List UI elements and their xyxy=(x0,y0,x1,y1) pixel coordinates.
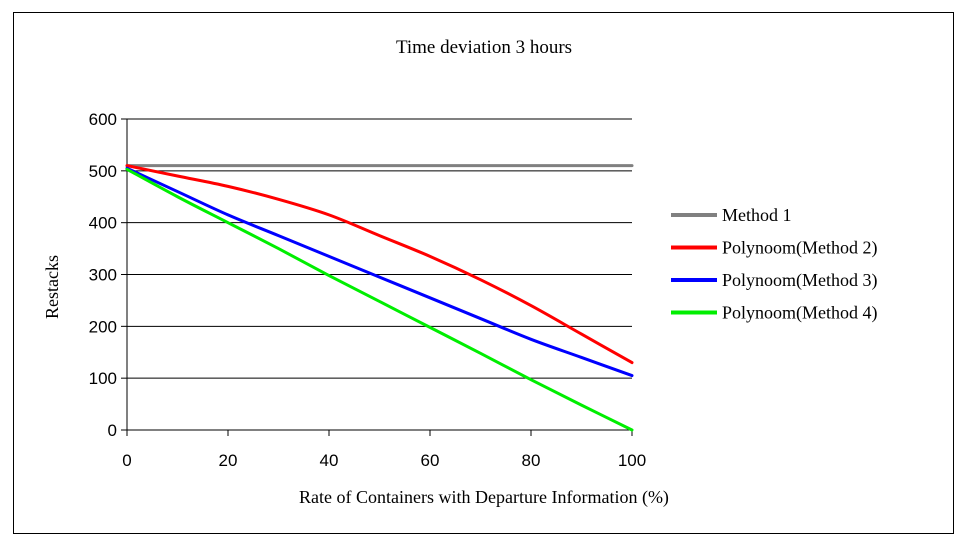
chart-title: Time deviation 3 hours xyxy=(396,37,572,58)
legend-label-2: Polynoom(Method 2) xyxy=(722,238,878,259)
y-tick-label: 100 xyxy=(89,369,117,388)
y-axis-label: Restacks xyxy=(42,255,62,319)
y-tick-label: 500 xyxy=(89,162,117,181)
y-tick-label: 200 xyxy=(89,317,117,336)
series-line-4 xyxy=(125,167,634,432)
x-tick-label: 100 xyxy=(618,451,646,470)
x-tick-label: 80 xyxy=(522,451,541,470)
legend-label-4: Polynoom(Method 4) xyxy=(722,303,878,324)
y-tick-label: 0 xyxy=(108,421,117,440)
legend-label-3: Polynoom(Method 3) xyxy=(722,270,878,291)
tick-labels: 0 100 200 300 400 500 600 0 20 40 60 80 100 xyxy=(89,110,647,470)
x-tick-label: 0 xyxy=(122,451,131,470)
x-tick-label: 40 xyxy=(320,451,339,470)
y-tick-label: 300 xyxy=(89,266,117,285)
grid-lines xyxy=(127,118,632,379)
y-tick-label: 400 xyxy=(89,214,117,233)
series-line-3 xyxy=(125,166,634,378)
series-line-2 xyxy=(125,164,634,365)
x-axis-label: Rate of Containers with Departure Inform… xyxy=(299,487,669,508)
x-tick-label: 20 xyxy=(219,451,238,470)
y-tick-label: 600 xyxy=(89,110,117,129)
chart-frame xyxy=(13,12,954,534)
series-lines xyxy=(125,164,634,432)
legend: Method 1 Polynoom(Method 2) Polynoom(Metho… xyxy=(671,205,878,324)
legend-label-1: Method 1 xyxy=(722,205,792,225)
x-tick-label: 60 xyxy=(421,451,440,470)
